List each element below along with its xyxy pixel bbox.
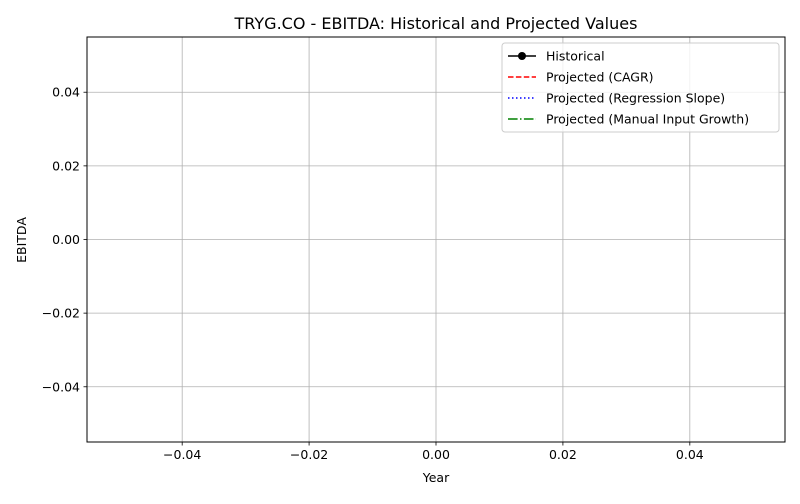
x-tick-label: −0.02 (290, 447, 328, 462)
x-tick-label: −0.04 (163, 447, 201, 462)
y-axis-label: EBITDA (14, 217, 29, 263)
y-tick-label: −0.02 (42, 306, 80, 321)
x-axis-label: Year (422, 470, 450, 485)
legend: Historical Projected (CAGR) Projected (R… (501, 42, 780, 133)
y-tick-label: 0.00 (52, 232, 80, 247)
legend-regression-label: Projected (Regression Slope) (546, 91, 725, 106)
axis-ticks: −0.04 −0.02 0.00 0.02 0.04 −0.04 −0.02 0.00 0.02… (42, 85, 704, 462)
legend-cagr-label: Projected (CAGR) (546, 70, 654, 85)
y-tick-label: 0.02 (52, 158, 80, 173)
x-tick-label: 0.02 (549, 447, 577, 462)
x-tick-label: 0.04 (676, 447, 704, 462)
y-tick-label: 0.04 (52, 85, 80, 100)
legend-historical-label: Historical (546, 49, 605, 64)
legend-manual-label: Projected (Manual Input Growth) (546, 112, 749, 127)
legend-historical-marker (518, 52, 526, 60)
legend-box (501, 42, 780, 133)
x-tick-label: 0.00 (422, 447, 450, 462)
chart-title: TRYG.CO - EBITDA: Historical and Project… (234, 14, 638, 33)
y-tick-label: −0.04 (42, 379, 80, 394)
